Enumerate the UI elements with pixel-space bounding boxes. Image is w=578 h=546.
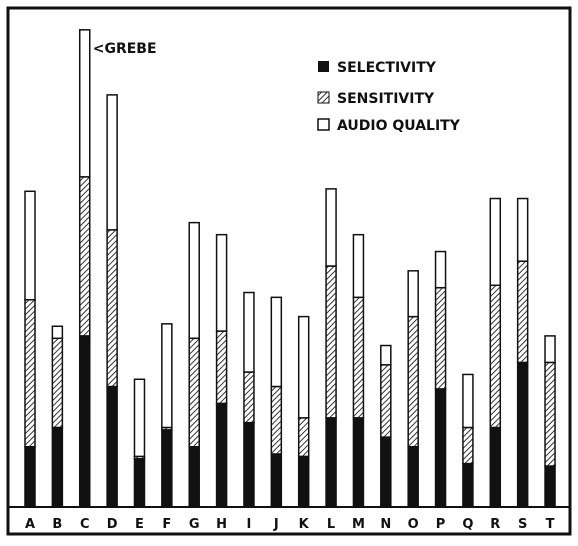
bar-F-selectivity — [161, 429, 173, 508]
bar-O-audio-quality — [407, 270, 419, 318]
bar-D-selectivity — [106, 385, 118, 508]
legend-label-selectivity: SELECTIVITY — [337, 60, 437, 76]
bar-L-audio-quality — [325, 188, 337, 267]
x-tick-label-E: E — [135, 517, 144, 532]
bar-H-sensitivity — [215, 330, 228, 405]
bar-C-audio-quality — [78, 29, 91, 178]
bar-K-sensitivity — [297, 417, 310, 458]
bar-T-audio-quality — [544, 335, 556, 364]
x-tick-label-G: G — [189, 517, 200, 532]
bar-T-selectivity — [544, 465, 556, 508]
legend-swatch-audio-quality — [317, 118, 330, 131]
bar-G-audio-quality — [188, 221, 200, 340]
bar-O-sensitivity — [407, 315, 419, 448]
x-tick-label-Q: Q — [462, 517, 473, 532]
bar-G-selectivity — [188, 446, 200, 508]
bar-G-sensitivity — [188, 337, 200, 448]
x-tick-label-K: K — [299, 517, 310, 532]
bar-A-audio-quality — [24, 190, 36, 301]
bar-M-audio-quality — [352, 233, 365, 299]
x-tick-label-R: R — [490, 517, 500, 532]
x-tick-label-I: I — [247, 517, 252, 532]
annotation-grebe: <GREBE — [93, 41, 157, 57]
bar-L-sensitivity — [325, 265, 337, 419]
bar-O-selectivity — [407, 446, 419, 508]
bar-T-sensitivity — [544, 361, 556, 467]
x-tick-label-L: L — [327, 517, 335, 532]
bar-Q-audio-quality — [462, 373, 474, 429]
x-tick-label-P: P — [436, 517, 446, 532]
x-tick-label-T: T — [546, 517, 555, 532]
x-tick-label-F: F — [162, 517, 171, 532]
bar-H-audio-quality — [215, 233, 228, 332]
bar-N-audio-quality — [380, 344, 392, 366]
bar-M-sensitivity — [352, 296, 365, 419]
bar-P-selectivity — [434, 388, 447, 508]
bar-N-sensitivity — [380, 364, 392, 438]
bar-J-selectivity — [270, 453, 283, 508]
bar-M-selectivity — [352, 417, 365, 508]
bar-B-selectivity — [51, 426, 64, 508]
legend-label-audio-quality: AUDIO QUALITY — [337, 118, 461, 134]
bar-C-sensitivity — [78, 176, 91, 337]
plot-frame — [6, 6, 572, 536]
bar-J-sensitivity — [270, 385, 283, 455]
bar-D-sensitivity — [106, 229, 118, 388]
bar-B-sensitivity — [51, 337, 64, 429]
bar-C-selectivity — [78, 335, 91, 508]
bar-D-audio-quality — [106, 94, 118, 231]
bar-Q-sensitivity — [462, 426, 474, 465]
bar-K-audio-quality — [297, 315, 310, 419]
x-tick-label-A: A — [25, 517, 35, 532]
bar-I-selectivity — [243, 421, 255, 508]
bar-P-audio-quality — [434, 250, 447, 289]
bar-S-sensitivity — [516, 260, 529, 364]
x-tick-label-C: C — [80, 517, 90, 532]
x-tick-label-H: H — [216, 517, 227, 532]
x-tick-label-S: S — [518, 517, 527, 532]
bar-J-audio-quality — [270, 296, 283, 388]
bars-group — [24, 29, 556, 508]
legend-swatch-sensitivity — [317, 91, 330, 104]
bar-I-audio-quality — [243, 291, 255, 373]
x-tick-label-N: N — [380, 517, 391, 532]
legend: SELECTIVITY SENSITIVITY AUDIO QUALITY — [317, 60, 461, 134]
legend-swatch-selectivity — [318, 61, 329, 72]
bar-I-sensitivity — [243, 371, 255, 424]
bar-R-sensitivity — [489, 284, 502, 429]
bar-E-selectivity — [133, 458, 146, 508]
bar-K-selectivity — [297, 455, 310, 508]
bar-Q-selectivity — [462, 462, 474, 508]
x-tick-label-B: B — [52, 517, 62, 532]
bar-L-selectivity — [325, 417, 337, 508]
bar-S-audio-quality — [516, 197, 529, 262]
bar-H-selectivity — [215, 402, 228, 508]
bar-R-selectivity — [489, 426, 502, 508]
bar-E-audio-quality — [133, 378, 146, 458]
bar-R-audio-quality — [489, 197, 502, 287]
x-tick-label-J: J — [273, 517, 279, 532]
bar-F-audio-quality — [161, 323, 173, 429]
legend-label-sensitivity: SENSITIVITY — [337, 91, 435, 107]
x-tick-label-M: M — [352, 517, 365, 532]
bar-A-sensitivity — [24, 298, 36, 448]
bar-N-selectivity — [380, 436, 392, 508]
bar-B-audio-quality — [51, 325, 64, 340]
bar-P-sensitivity — [434, 286, 447, 390]
bar-S-selectivity — [516, 361, 529, 508]
x-tick-label-D: D — [107, 517, 118, 532]
x-tick-label-O: O — [408, 517, 419, 532]
bar-A-selectivity — [24, 446, 36, 508]
